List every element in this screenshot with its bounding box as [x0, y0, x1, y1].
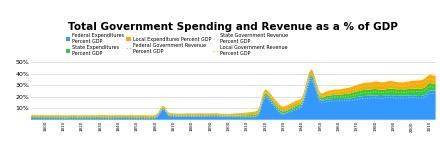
Legend: Federal Expenditures
Percent GDP, State Expenditures
Percent GDP, Local Expendit: Federal Expenditures Percent GDP, State … — [66, 33, 288, 56]
Title: Total Government Spending and Revenue as a % of GDP: Total Government Spending and Revenue as… — [68, 22, 398, 32]
